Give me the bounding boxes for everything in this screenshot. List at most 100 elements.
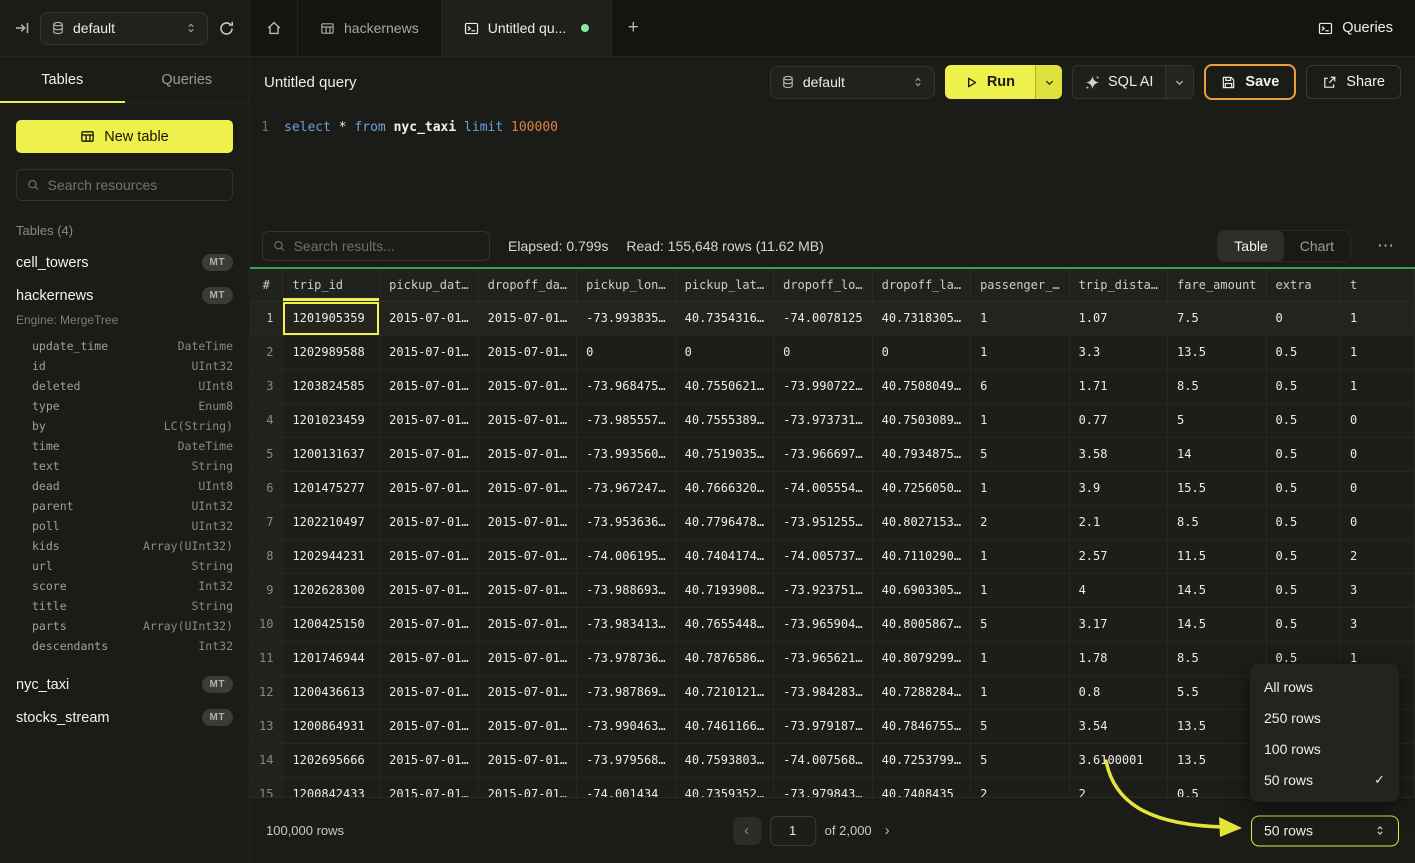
- table-cell[interactable]: 2: [1340, 539, 1415, 574]
- run-button[interactable]: Run: [944, 65, 1036, 99]
- table-cell[interactable]: -73.990722…: [773, 369, 873, 404]
- table-cell[interactable]: 2015-07-01…: [379, 573, 479, 608]
- tab-home[interactable]: [250, 0, 298, 56]
- table-cell[interactable]: 40.7288284…: [872, 675, 972, 710]
- table-cell[interactable]: -73.953636…: [576, 505, 676, 540]
- table-cell[interactable]: 1200425150: [282, 607, 381, 642]
- table-cell[interactable]: -73.993835…: [576, 301, 676, 336]
- table-cell[interactable]: 40.8079299…: [872, 641, 972, 676]
- table-cell[interactable]: 40.7354316…: [675, 301, 775, 336]
- table-cell[interactable]: 1200131637: [282, 437, 381, 472]
- table-cell[interactable]: 2015-07-01…: [379, 471, 479, 506]
- table-cell[interactable]: 40.7508049…: [872, 369, 972, 404]
- table-cell[interactable]: 40.7655448…: [675, 607, 775, 642]
- table-cell[interactable]: 2: [1069, 777, 1169, 797]
- sql-ai-button[interactable]: SQL AI: [1073, 74, 1165, 90]
- run-options-button[interactable]: [1035, 65, 1063, 99]
- table-cell[interactable]: 5: [970, 743, 1070, 778]
- table-cell[interactable]: 5: [1167, 403, 1267, 438]
- table-cell[interactable]: 1: [970, 539, 1070, 574]
- table-cell[interactable]: 2015-07-01…: [379, 743, 479, 778]
- table-cell[interactable]: 40.7318305…: [872, 301, 972, 336]
- table-cell[interactable]: 2015-07-01…: [379, 505, 479, 540]
- table-cell[interactable]: 40.7210121…: [675, 675, 775, 710]
- table-cell[interactable]: 4: [1069, 573, 1169, 608]
- table-cell[interactable]: 2015-07-01…: [478, 777, 578, 797]
- table-cell[interactable]: 0: [675, 335, 775, 370]
- table-cell[interactable]: 2015-07-01…: [478, 709, 578, 744]
- table-cell[interactable]: 40.6903305…: [872, 573, 972, 608]
- table-cell[interactable]: 1200842433: [282, 777, 381, 797]
- table-cell[interactable]: 1201746944: [282, 641, 381, 676]
- column-header-index[interactable]: #: [250, 269, 284, 302]
- table-cell[interactable]: 3.54: [1069, 709, 1169, 744]
- table-cell[interactable]: -73.985557…: [576, 403, 676, 438]
- table-cell[interactable]: 1200436613: [282, 675, 381, 710]
- new-tab-button[interactable]: +: [612, 0, 654, 56]
- table-cell[interactable]: 14.5: [1167, 573, 1267, 608]
- table-cell[interactable]: 1202628300: [282, 573, 381, 608]
- table-cell[interactable]: 5: [970, 607, 1070, 642]
- table-cell[interactable]: 6: [970, 369, 1070, 404]
- table-cell[interactable]: 1.78: [1069, 641, 1169, 676]
- table-cell[interactable]: 0.5: [1266, 539, 1341, 574]
- table-cell[interactable]: 1: [970, 403, 1070, 438]
- table-cell[interactable]: 1202944231: [282, 539, 381, 574]
- table-cell[interactable]: 1.07: [1069, 301, 1169, 336]
- table-cell[interactable]: -73.984283…: [773, 675, 873, 710]
- table-cell[interactable]: -73.923751…: [773, 573, 873, 608]
- table-cell[interactable]: 40.7461166…: [675, 709, 775, 744]
- table-cell[interactable]: 1: [970, 301, 1070, 336]
- table-cell[interactable]: 0.5: [1266, 403, 1341, 438]
- page-size-option-100-rows[interactable]: 100 rows: [1250, 733, 1399, 764]
- table-cell[interactable]: 2015-07-01…: [379, 369, 479, 404]
- table-cell[interactable]: 2.1: [1069, 505, 1169, 540]
- column-header-pickup_lat[interactable]: pickup_lat…: [675, 269, 775, 302]
- table-cell[interactable]: 1: [970, 641, 1070, 676]
- sql-editor[interactable]: 1 select * from nyc_taxi limit 100000: [250, 107, 1415, 225]
- query-database-selector[interactable]: default: [769, 65, 935, 99]
- table-cell[interactable]: 2015-07-01…: [478, 437, 578, 472]
- sidebar-tab-queries[interactable]: Queries: [125, 57, 250, 102]
- table-cell[interactable]: 0.5: [1266, 437, 1341, 472]
- table-cell[interactable]: 0.77: [1069, 403, 1169, 438]
- page-size-option-250-rows[interactable]: 250 rows: [1250, 702, 1399, 733]
- table-cell[interactable]: 0.5: [1266, 607, 1341, 642]
- results-table[interactable]: # trip_id pickup_dat… dropoff_da… pickup_lon…: [250, 269, 1415, 797]
- table-cell[interactable]: 1202210497: [282, 505, 381, 540]
- page-number-input[interactable]: [769, 815, 816, 846]
- table-cell[interactable]: 0: [576, 335, 676, 370]
- table-cell[interactable]: 2015-07-01…: [478, 675, 578, 710]
- table-cell[interactable]: 2015-07-01…: [379, 539, 479, 574]
- page-size-selector[interactable]: 50 rows: [1251, 815, 1399, 846]
- sidebar-table-cell_towers[interactable]: cell_towers MT: [0, 246, 249, 279]
- table-cell[interactable]: 1.71: [1069, 369, 1169, 404]
- table-cell[interactable]: 40.7359352…: [675, 777, 775, 797]
- table-cell[interactable]: 0.5: [1266, 335, 1341, 370]
- table-cell[interactable]: 3: [1340, 607, 1415, 642]
- table-cell[interactable]: 2015-07-01…: [478, 573, 578, 608]
- table-cell[interactable]: -74.007568…: [773, 743, 873, 778]
- table-cell[interactable]: 14.5: [1167, 607, 1267, 642]
- table-cell[interactable]: 2015-07-01…: [379, 403, 479, 438]
- table-cell[interactable]: 0: [1340, 403, 1415, 438]
- sidebar-table-nyc_taxi[interactable]: nyc_taxi MT: [0, 668, 249, 701]
- table-cell[interactable]: 40.8027153…: [872, 505, 972, 540]
- table-cell[interactable]: -73.979187…: [773, 709, 873, 744]
- table-cell[interactable]: 40.7519035…: [675, 437, 775, 472]
- collapse-sidebar-button[interactable]: [14, 20, 30, 36]
- table-cell[interactable]: 2015-07-01…: [478, 539, 578, 574]
- table-cell[interactable]: 1201475277: [282, 471, 381, 506]
- table-cell[interactable]: 1202989588: [282, 335, 381, 370]
- table-cell[interactable]: 8.5: [1167, 505, 1267, 540]
- table-cell[interactable]: 2015-07-01…: [478, 301, 578, 336]
- table-cell[interactable]: 2015-07-01…: [379, 607, 479, 642]
- table-cell[interactable]: -74.005554…: [773, 471, 873, 506]
- column-header-pickup_lon[interactable]: pickup_lon…: [576, 269, 676, 302]
- resource-search[interactable]: [16, 169, 233, 201]
- sql-ai-options-button[interactable]: [1165, 66, 1194, 98]
- table-cell[interactable]: 0: [1340, 471, 1415, 506]
- table-cell[interactable]: 1: [1340, 369, 1415, 404]
- table-cell[interactable]: -73.993560…: [576, 437, 676, 472]
- table-cell[interactable]: -73.979843…: [773, 777, 873, 797]
